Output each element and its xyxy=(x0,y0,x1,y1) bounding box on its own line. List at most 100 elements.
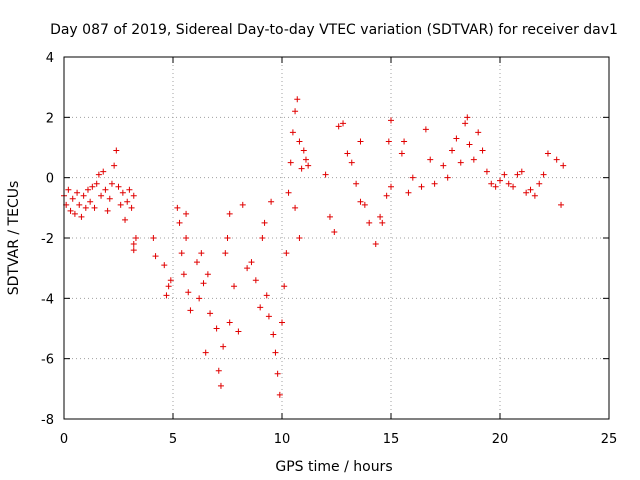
data-point xyxy=(348,159,355,166)
data-point xyxy=(294,96,301,103)
data-point xyxy=(263,292,270,299)
data-point xyxy=(93,180,100,187)
data-point xyxy=(78,213,85,220)
data-point xyxy=(497,177,503,184)
y-tick-label: 4 xyxy=(46,51,54,66)
data-point xyxy=(167,277,174,284)
data-point xyxy=(470,156,477,163)
data-point xyxy=(281,283,288,290)
y-tick-label: -8 xyxy=(41,413,54,428)
data-point xyxy=(87,198,94,205)
data-point xyxy=(431,180,438,187)
data-point xyxy=(122,216,129,223)
data-point xyxy=(239,201,246,208)
data-point xyxy=(207,310,214,317)
y-axis-label: SDTVAR / TECUs xyxy=(6,181,22,296)
grid-lines xyxy=(64,57,609,419)
data-point xyxy=(111,162,118,169)
y-tick-label: -2 xyxy=(41,232,54,247)
data-point xyxy=(296,138,303,145)
data-point xyxy=(544,150,551,157)
data-point xyxy=(305,162,312,169)
data-point xyxy=(331,228,338,235)
data-point xyxy=(505,180,512,187)
data-point xyxy=(483,168,490,175)
data-point xyxy=(202,349,209,356)
data-point xyxy=(560,162,567,169)
data-point xyxy=(100,168,107,175)
data-point xyxy=(383,192,390,199)
data-point xyxy=(98,192,105,199)
data-point xyxy=(91,204,98,211)
data-point xyxy=(518,168,525,175)
data-point xyxy=(289,129,296,136)
data-point xyxy=(379,219,386,226)
data-point xyxy=(361,201,368,208)
data-point xyxy=(540,171,547,178)
data-point xyxy=(185,289,192,296)
data-point xyxy=(130,247,137,254)
data-point xyxy=(377,213,384,220)
data-point xyxy=(82,204,89,211)
data-point xyxy=(353,180,360,187)
data-point xyxy=(292,204,299,211)
data-point xyxy=(231,283,238,290)
data-point xyxy=(224,235,231,241)
data-point xyxy=(257,304,264,311)
data-point xyxy=(357,138,364,145)
data-point xyxy=(453,135,460,142)
data-point xyxy=(126,186,133,193)
data-point xyxy=(466,141,473,148)
data-point xyxy=(80,192,87,199)
data-point xyxy=(226,210,233,217)
data-point xyxy=(67,207,74,214)
data-point xyxy=(163,292,170,299)
data-point xyxy=(298,165,305,172)
data-point xyxy=(514,171,521,178)
data-point xyxy=(265,313,272,320)
data-points xyxy=(61,96,567,398)
data-point xyxy=(132,235,139,241)
data-point xyxy=(222,250,229,257)
data-point xyxy=(268,198,275,205)
data-point xyxy=(198,250,205,257)
data-point xyxy=(292,108,299,115)
data-point xyxy=(193,259,200,266)
data-point xyxy=(226,319,233,326)
data-point xyxy=(196,295,203,302)
y-tick-label: 2 xyxy=(46,111,54,126)
x-tick-label: 5 xyxy=(169,432,177,447)
data-point xyxy=(276,391,283,398)
data-point xyxy=(444,174,451,181)
data-point xyxy=(388,183,394,190)
data-point xyxy=(283,250,290,257)
y-tick-label: -4 xyxy=(41,292,54,307)
data-point xyxy=(536,180,543,187)
data-point xyxy=(117,201,124,208)
data-point xyxy=(119,189,126,196)
data-point xyxy=(200,280,207,287)
data-point xyxy=(510,183,517,190)
data-point xyxy=(475,129,482,136)
data-point xyxy=(523,189,530,196)
data-point xyxy=(259,235,266,241)
data-point xyxy=(335,123,342,130)
x-tick-label: 0 xyxy=(60,432,68,447)
data-point xyxy=(405,189,412,196)
data-point xyxy=(84,186,91,193)
data-point xyxy=(115,183,122,190)
data-point xyxy=(279,319,285,326)
data-point xyxy=(76,201,83,208)
data-point xyxy=(322,171,329,178)
data-point xyxy=(178,250,185,257)
data-point xyxy=(401,138,408,145)
data-point xyxy=(204,271,211,278)
data-point xyxy=(183,235,190,241)
data-point xyxy=(174,204,181,211)
data-point xyxy=(161,262,168,269)
data-point xyxy=(326,213,333,220)
data-point xyxy=(235,328,242,335)
data-point xyxy=(74,189,81,196)
